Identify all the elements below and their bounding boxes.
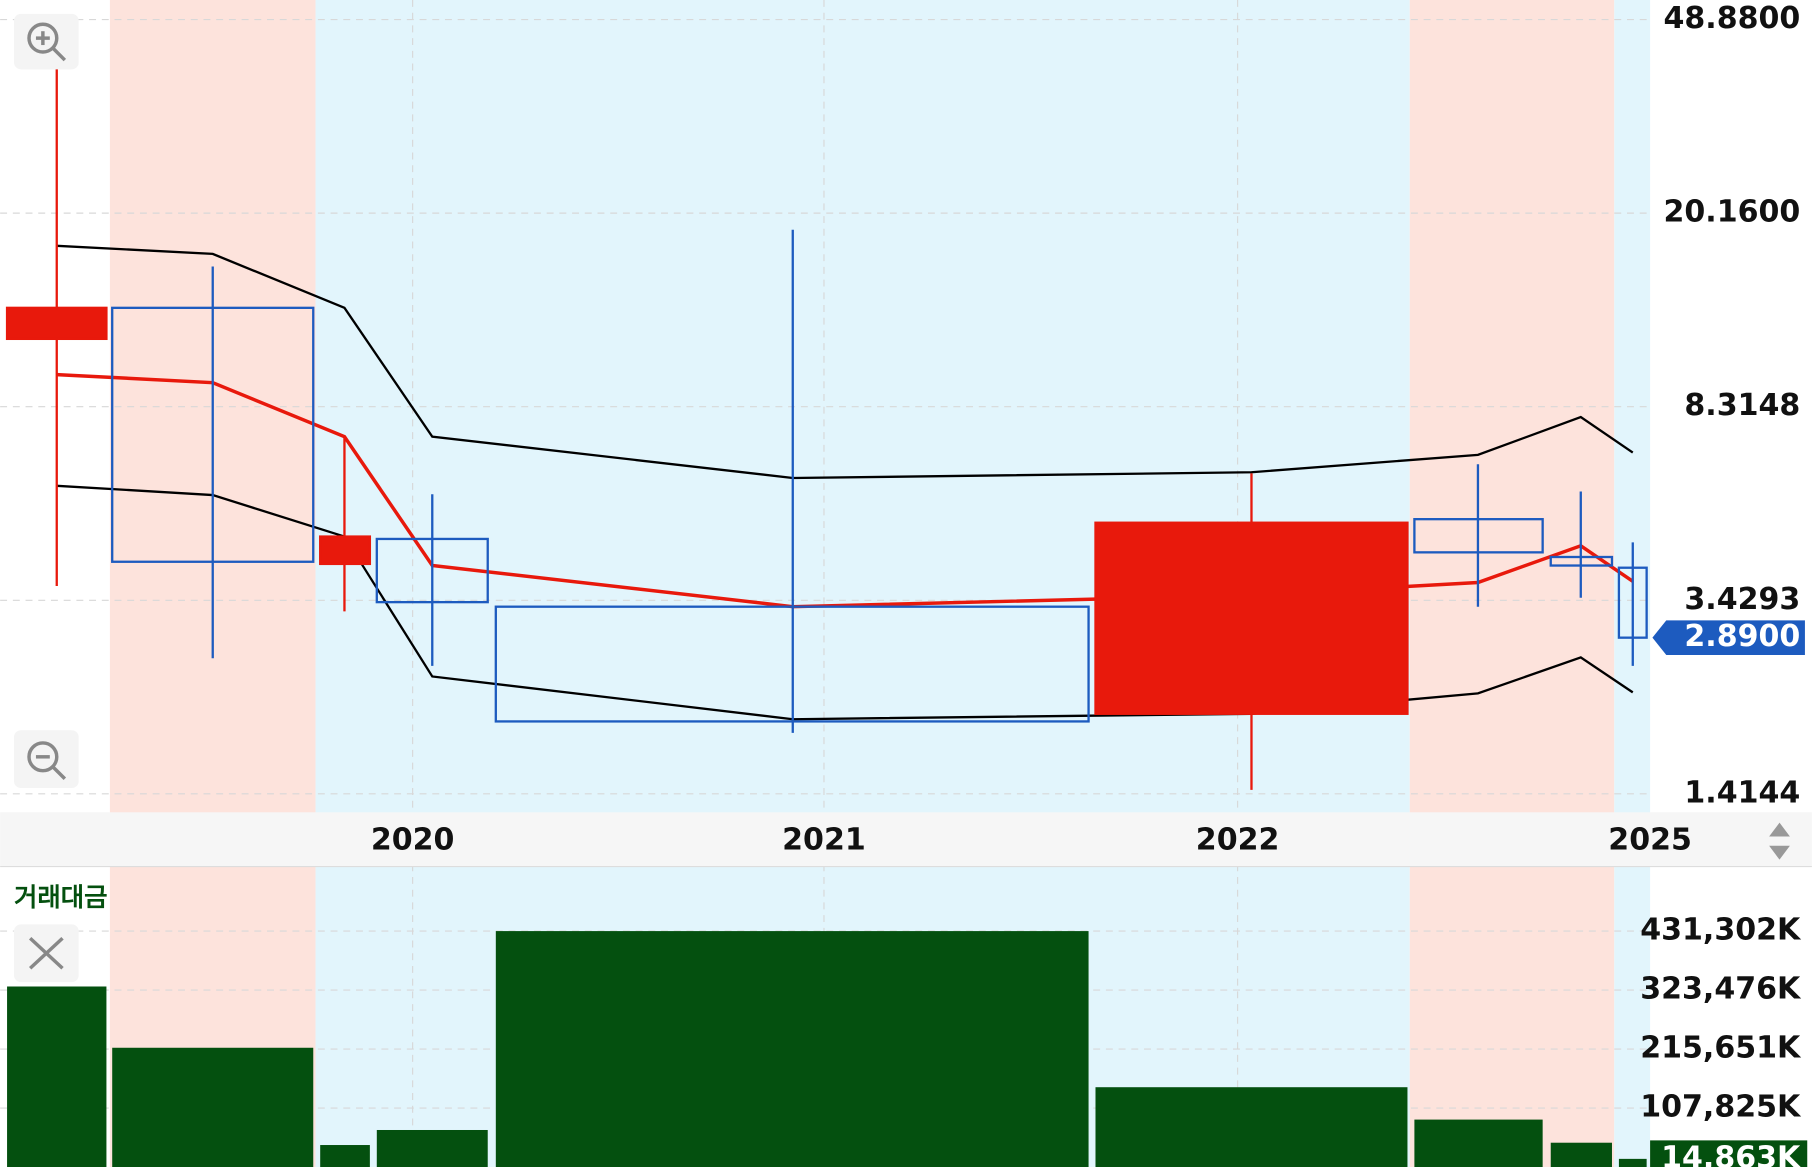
- x-tick-label: 2020: [371, 823, 455, 858]
- x-axis-strip: [0, 812, 1812, 867]
- candle-body: [5, 306, 108, 341]
- candle-body: [1413, 518, 1544, 554]
- value-label: 14,863K: [1661, 1140, 1802, 1167]
- y-tick-label: 323,476K: [1640, 972, 1802, 1007]
- candle-body: [111, 306, 315, 563]
- price-tag: [1652, 620, 1805, 655]
- candle-body: [375, 537, 489, 604]
- volume-bar: [1095, 1087, 1408, 1167]
- candle-body: [1549, 555, 1614, 567]
- scale-toggle[interactable]: [1769, 822, 1790, 860]
- value-tag: [1650, 1140, 1808, 1167]
- y-tick-label: 215,651K: [1640, 1031, 1802, 1066]
- y-tick-label: 48.8800: [1664, 1, 1801, 36]
- volume-bar: [320, 1145, 370, 1167]
- y-tick-label: 8.3148: [1684, 388, 1800, 423]
- volume-bar: [7, 986, 107, 1167]
- volume-bar: [1414, 1119, 1543, 1167]
- volume-title: 거래대금: [14, 882, 108, 912]
- close-indicator[interactable]: [13, 924, 79, 983]
- x-tick-label: 2025: [1608, 823, 1692, 858]
- price-tag-label: 2.8900: [1684, 619, 1800, 654]
- x-tick-label: 2021: [782, 823, 866, 858]
- y-tick-label: 1.4144: [1684, 775, 1800, 810]
- volume-bar: [1550, 1142, 1612, 1167]
- candle-body: [494, 605, 1090, 723]
- volume-bar: [376, 1129, 488, 1167]
- volume-bar: [112, 1047, 314, 1167]
- y-tick-label: 3.4293: [1684, 582, 1800, 617]
- y-tick-label: 20.1600: [1664, 195, 1801, 230]
- zoom-in[interactable]: [13, 13, 79, 70]
- volume-bar: [495, 931, 1089, 1167]
- zoom-out[interactable]: [13, 730, 79, 789]
- y-tick-label: 431,302K: [1640, 913, 1802, 948]
- candle-body: [1094, 521, 1409, 715]
- candle-body: [319, 535, 372, 566]
- x-tick-label: 2022: [1196, 823, 1280, 858]
- y-tick-label: 107,825K: [1640, 1090, 1802, 1125]
- candle-body: [1617, 566, 1648, 639]
- marks: [5, 17, 1648, 1167]
- volume-bar: [1618, 1158, 1647, 1167]
